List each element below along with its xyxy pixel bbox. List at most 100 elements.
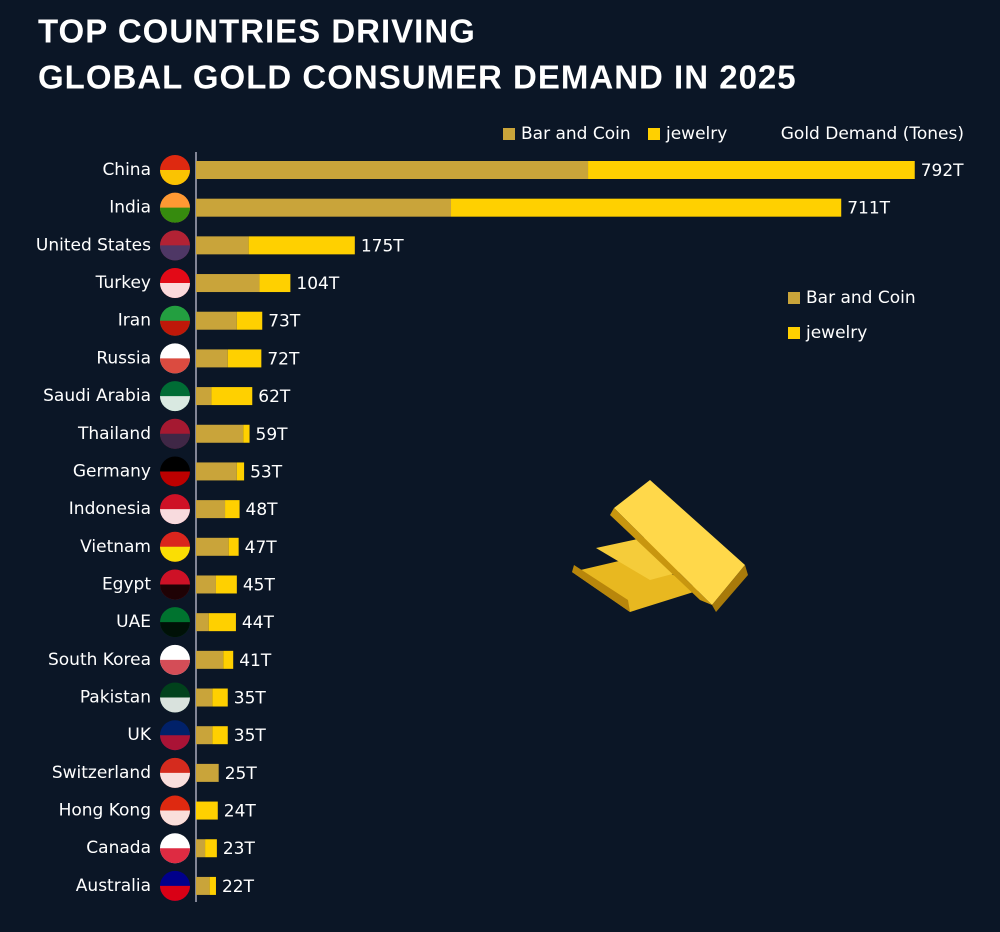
value-label: 48T bbox=[246, 500, 279, 520]
bar-segment bbox=[196, 462, 237, 481]
value-label: 792T bbox=[921, 161, 964, 181]
category-label: Pakistan bbox=[80, 688, 151, 708]
category-label: Egypt bbox=[102, 574, 151, 594]
bar-segment bbox=[196, 161, 589, 179]
bar-segment bbox=[259, 274, 291, 293]
bar-segment bbox=[196, 613, 209, 632]
bar-segment bbox=[228, 537, 239, 556]
value-label: 72T bbox=[267, 349, 300, 369]
bar-segment bbox=[236, 462, 245, 481]
value-label: 24T bbox=[224, 802, 257, 822]
bar-segment bbox=[588, 161, 915, 179]
category-label: South Korea bbox=[48, 650, 151, 670]
value-label: 45T bbox=[243, 575, 276, 595]
legend-label: jewelry bbox=[805, 323, 867, 343]
flag-icon bbox=[160, 885, 190, 901]
bar-segment bbox=[196, 274, 260, 293]
value-label: 62T bbox=[258, 387, 291, 407]
category-label: Thailand bbox=[77, 424, 151, 444]
value-label: 104T bbox=[296, 274, 339, 294]
category-label: Hong Kong bbox=[59, 801, 151, 821]
legend-label: Bar and Coin bbox=[806, 288, 916, 308]
category-label: UAE bbox=[116, 612, 151, 632]
bar-segment bbox=[215, 575, 237, 594]
category-label: India bbox=[109, 198, 151, 218]
flag-icon bbox=[160, 659, 190, 675]
category-label: United States bbox=[36, 235, 151, 255]
bar-segment bbox=[209, 876, 216, 895]
flag-icon bbox=[160, 245, 190, 261]
bar-segment bbox=[212, 726, 228, 745]
flag-icon bbox=[160, 848, 190, 864]
flag-icon bbox=[160, 810, 190, 826]
bar-segment bbox=[196, 763, 219, 782]
bar-segment bbox=[451, 198, 842, 217]
bar-segment bbox=[196, 198, 452, 217]
gold-bars-illustration bbox=[572, 480, 748, 612]
bar-segment bbox=[196, 500, 226, 519]
axis-label: Gold Demand (Tones) bbox=[781, 124, 964, 144]
category-label: Germany bbox=[73, 461, 151, 481]
legend-swatch bbox=[503, 128, 515, 140]
category-label: UK bbox=[127, 725, 151, 745]
bar-segment bbox=[243, 424, 250, 443]
value-label: 711T bbox=[847, 199, 890, 219]
flag-icon bbox=[160, 283, 190, 299]
category-label: China bbox=[102, 160, 151, 180]
value-label: 175T bbox=[361, 236, 404, 256]
category-label: Iran bbox=[118, 311, 151, 331]
bar-segment bbox=[196, 876, 210, 895]
flag-icon bbox=[160, 546, 190, 562]
bar-segment bbox=[211, 387, 253, 406]
bar-segment bbox=[196, 801, 218, 820]
category-label: Indonesia bbox=[69, 499, 151, 519]
value-label: 35T bbox=[234, 689, 267, 709]
bar-segment bbox=[196, 537, 229, 556]
value-label: 53T bbox=[250, 462, 283, 482]
flag-icon bbox=[160, 509, 190, 525]
flag-icon bbox=[160, 170, 190, 185]
flag-icon bbox=[160, 772, 190, 788]
category-label: Vietnam bbox=[80, 537, 151, 557]
bar-segment bbox=[196, 575, 216, 594]
bar-segment bbox=[223, 650, 234, 669]
flag-icon bbox=[160, 697, 190, 713]
legend-swatch bbox=[788, 327, 800, 339]
bar-segment bbox=[236, 311, 263, 330]
bar-segment bbox=[212, 688, 228, 707]
category-label: Canada bbox=[86, 838, 151, 858]
bar-segment bbox=[205, 839, 217, 858]
bar-segment bbox=[196, 236, 249, 255]
bar-segment bbox=[196, 839, 206, 858]
bar-segment bbox=[196, 650, 224, 669]
value-label: 23T bbox=[223, 839, 256, 859]
bar-segment bbox=[196, 311, 237, 330]
bar-segment bbox=[248, 236, 355, 255]
flag-icon bbox=[160, 358, 190, 374]
category-label: Australia bbox=[76, 876, 151, 896]
legend-swatch bbox=[648, 128, 660, 140]
flag-icon bbox=[160, 396, 190, 412]
value-label: 25T bbox=[225, 764, 258, 784]
bar-segment bbox=[196, 349, 228, 368]
bar-segment bbox=[196, 424, 244, 443]
legend-label: Bar and Coin bbox=[521, 124, 631, 144]
bar-segment bbox=[225, 500, 240, 519]
category-label: Turkey bbox=[95, 273, 151, 293]
flag-icon bbox=[160, 584, 190, 600]
flag-icon bbox=[160, 320, 190, 336]
value-label: 35T bbox=[234, 726, 267, 746]
chart-title: TOP COUNTRIES DRIVING bbox=[38, 13, 476, 50]
legend-swatch bbox=[788, 292, 800, 304]
bar-segment bbox=[196, 726, 213, 745]
flag-icon bbox=[160, 471, 190, 487]
flag-icon bbox=[160, 622, 190, 638]
value-label: 44T bbox=[242, 613, 275, 633]
category-label: Russia bbox=[96, 348, 151, 368]
value-label: 47T bbox=[245, 538, 278, 558]
value-label: 22T bbox=[222, 877, 255, 897]
flag-icon bbox=[160, 735, 190, 751]
value-label: 73T bbox=[268, 312, 301, 332]
chart-title: GLOBAL GOLD CONSUMER DEMAND IN 2025 bbox=[38, 59, 797, 96]
